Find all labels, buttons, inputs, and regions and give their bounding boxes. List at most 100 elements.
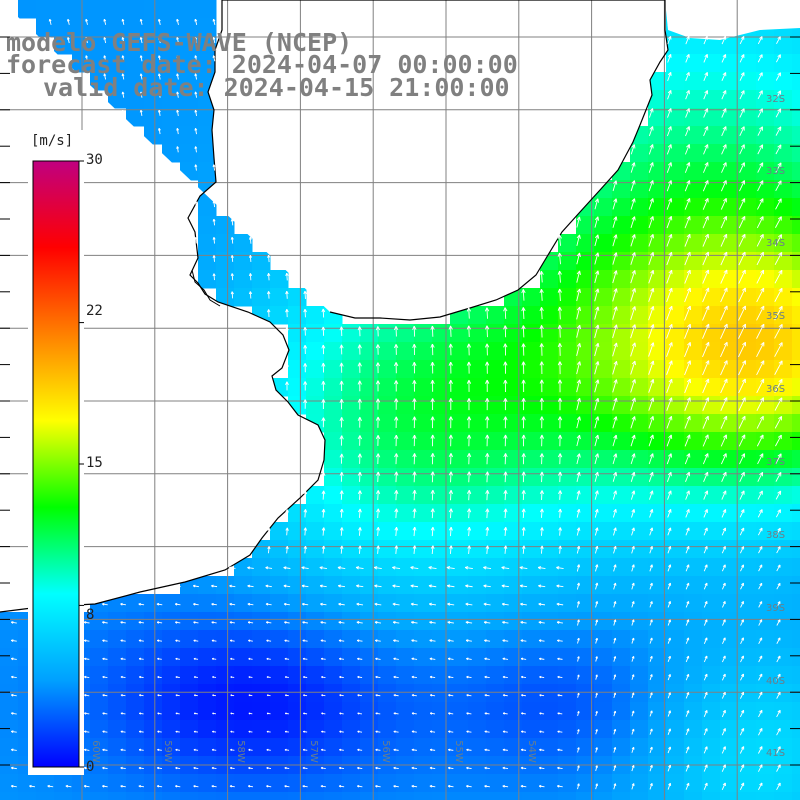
field-cell: [360, 702, 379, 721]
field-cell: [324, 792, 343, 800]
field-cell: [648, 288, 667, 307]
field-cell: [648, 684, 667, 703]
field-cell: [720, 468, 739, 487]
wind-arrow: [212, 273, 216, 281]
field-cell: [126, 54, 145, 73]
wind-arrow: [684, 360, 691, 376]
field-cell: [486, 504, 505, 523]
field-cell: [144, 702, 163, 721]
field-cell: [612, 486, 631, 505]
field-cell: [486, 702, 505, 721]
wind-arrow: [339, 344, 344, 355]
wind-arrow: [212, 255, 216, 262]
field-cell: [162, 792, 181, 800]
field-cell: [540, 738, 559, 757]
field-cell: [684, 234, 703, 253]
field-cell: [486, 432, 505, 451]
field-cell: [90, 792, 109, 800]
field-cell: [558, 792, 577, 800]
field-cell: [630, 180, 649, 199]
wind-arrow: [667, 90, 672, 100]
field-cell: [720, 522, 739, 541]
field-cell: [738, 72, 757, 91]
field-cell: [486, 666, 505, 685]
field-cell: [342, 720, 361, 739]
field-cell: [630, 702, 649, 721]
field-cell: [594, 486, 613, 505]
field-cell: [468, 342, 487, 361]
field-cell: [252, 576, 271, 595]
field-cell: [234, 270, 253, 289]
field-cell: [774, 522, 793, 541]
wind-arrow: [756, 251, 764, 266]
field-cell: [252, 648, 271, 667]
field-cell: [414, 720, 433, 739]
field-cell: [594, 684, 613, 703]
field-cell: [792, 684, 800, 703]
field-cell: [720, 720, 739, 739]
field-cell: [774, 648, 793, 667]
wind-arrow: [721, 54, 727, 63]
field-cell: [522, 396, 541, 415]
field-cell: [450, 774, 469, 793]
field-cell: [720, 594, 739, 613]
field-cell: [540, 684, 559, 703]
wind-arrow: [430, 361, 435, 374]
field-cell: [648, 144, 667, 163]
field-cell: [414, 540, 433, 559]
field-cell: [162, 774, 181, 793]
field-cell: [594, 396, 613, 415]
field-cell: [756, 252, 775, 271]
field-cell: [432, 414, 451, 433]
field-cell: [522, 630, 541, 649]
field-cell: [216, 648, 235, 667]
wind-arrow: [684, 323, 692, 339]
wind-arrow: [230, 255, 234, 262]
wind-arrow: [521, 325, 526, 338]
field-cell: [504, 486, 523, 505]
wind-arrow: [666, 305, 673, 321]
field-cell: [540, 558, 559, 577]
wind-arrow: [775, 126, 782, 136]
wind-arrow: [739, 72, 745, 81]
wind-arrow: [576, 288, 581, 302]
field-cell: [18, 774, 37, 793]
field-cell: [0, 738, 19, 757]
field-cell: [774, 630, 793, 649]
wind-arrow: [756, 216, 764, 229]
field-cell: [378, 720, 397, 739]
field-cell: [666, 234, 685, 253]
field-cell: [360, 486, 379, 505]
field-cell: [612, 360, 631, 379]
field-cell: [486, 468, 505, 487]
wind-arrow: [139, 109, 143, 116]
field-cell: [414, 360, 433, 379]
field-cell: [720, 540, 739, 559]
field-cell: [378, 576, 397, 595]
field-cell: [378, 486, 397, 505]
field-cell: [702, 612, 721, 631]
field-cell: [756, 612, 775, 631]
field-cell: [738, 468, 757, 487]
field-cell: [522, 450, 541, 469]
wind-arrow: [303, 345, 308, 354]
wind-arrow: [121, 109, 125, 116]
field-cell: [666, 90, 685, 109]
wind-arrow: [775, 72, 781, 81]
field-cell: [180, 18, 199, 37]
wind-arrow: [738, 287, 746, 303]
field-cell: [468, 558, 487, 577]
wind-arrow: [738, 323, 746, 339]
wind-arrow: [194, 91, 198, 98]
field-cell: [324, 738, 343, 757]
field-cell: [594, 666, 613, 685]
wind-arrow: [503, 361, 508, 374]
field-cell: [504, 324, 523, 343]
field-cell: [162, 648, 181, 667]
field-cell: [738, 288, 757, 307]
field-cell: [684, 774, 703, 793]
field-cell: [180, 666, 199, 685]
field-cell: [648, 360, 667, 379]
field-cell: [288, 630, 307, 649]
wind-arrow: [666, 251, 673, 266]
